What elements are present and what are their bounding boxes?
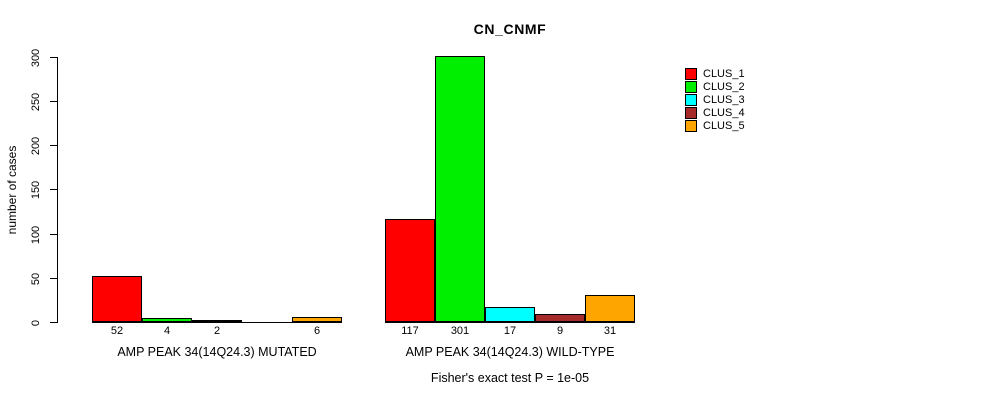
footnote: Fisher's exact test P = 1e-05 xyxy=(430,371,590,385)
legend-label: CLUS_2 xyxy=(703,80,745,93)
x-axis-category-label: AMP PEAK 34(14Q24.3) MUTATED xyxy=(117,345,317,359)
y-axis-tick xyxy=(50,145,57,146)
y-axis-tick-label: 150 xyxy=(30,180,42,199)
bar-group-baseline xyxy=(385,322,635,323)
legend-swatch-clus_4 xyxy=(685,106,697,119)
bar-clus_1-mutated xyxy=(92,276,142,322)
legend-label: CLUS_1 xyxy=(703,67,745,80)
x-axis-category-label: AMP PEAK 34(14Q24.3) WILD-TYPE xyxy=(405,345,615,359)
legend-swatch-clus_1 xyxy=(685,67,697,80)
legend-swatch-clus_5 xyxy=(685,119,697,132)
legend-item-clus_3: CLUS_3 xyxy=(685,93,745,106)
y-axis-line xyxy=(57,57,58,323)
bar-clus_2-mutated xyxy=(142,318,192,322)
bar-clus_3-wildtype xyxy=(485,307,535,322)
y-axis-tick-label: 200 xyxy=(30,136,42,155)
legend: CLUS_1 CLUS_2 CLUS_3 CLUS_4 CLUS_5 xyxy=(685,67,775,137)
y-axis-tick xyxy=(50,57,57,58)
y-axis-tick xyxy=(50,101,57,102)
bar-value-label: 17 xyxy=(503,325,517,337)
y-axis-tick xyxy=(50,189,57,190)
legend-swatch-clus_3 xyxy=(685,93,697,106)
bar-group-baseline xyxy=(92,322,342,323)
bar-clus_3-mutated xyxy=(192,320,242,322)
legend-item-clus_4: CLUS_4 xyxy=(685,106,745,119)
legend-label: CLUS_5 xyxy=(703,119,745,132)
bar-value-label: 9 xyxy=(556,325,564,337)
legend-item-clus_2: CLUS_2 xyxy=(685,80,745,93)
bar-value-label: 301 xyxy=(450,325,470,337)
bar-clus_5-mutated xyxy=(292,317,342,322)
legend-item-clus_5: CLUS_5 xyxy=(685,119,745,132)
y-axis-tick-label: 100 xyxy=(30,225,42,244)
bar-clus_5-wildtype xyxy=(585,295,635,322)
y-axis-tick xyxy=(50,234,57,235)
y-axis-tick xyxy=(50,278,57,279)
chart-title: CN_CNMF xyxy=(473,21,547,37)
y-axis-tick-label: 0 xyxy=(30,319,42,326)
legend-label: CLUS_4 xyxy=(703,106,745,119)
bar-clus_2-wildtype xyxy=(435,56,485,322)
y-axis-tick-label: 250 xyxy=(30,92,42,111)
y-axis-tick-label: 300 xyxy=(30,48,42,67)
bar-value-label: 52 xyxy=(110,325,124,337)
y-axis-tick xyxy=(50,322,57,323)
bar-clus_4-wildtype xyxy=(535,314,585,322)
legend-item-clus_1: CLUS_1 xyxy=(685,67,745,80)
y-axis-title: number of cases xyxy=(5,145,19,235)
legend-label: CLUS_3 xyxy=(703,93,745,106)
bar-value-label: 6 xyxy=(313,325,321,337)
bar-value-label: 2 xyxy=(213,325,221,337)
legend-swatch-clus_2 xyxy=(685,80,697,93)
y-axis-tick-label: 50 xyxy=(30,272,42,285)
bar-clus_1-wildtype xyxy=(385,219,435,322)
bar-value-label: 4 xyxy=(163,325,171,337)
bar-value-label: 31 xyxy=(603,325,617,337)
bar-value-label: 117 xyxy=(401,325,419,337)
